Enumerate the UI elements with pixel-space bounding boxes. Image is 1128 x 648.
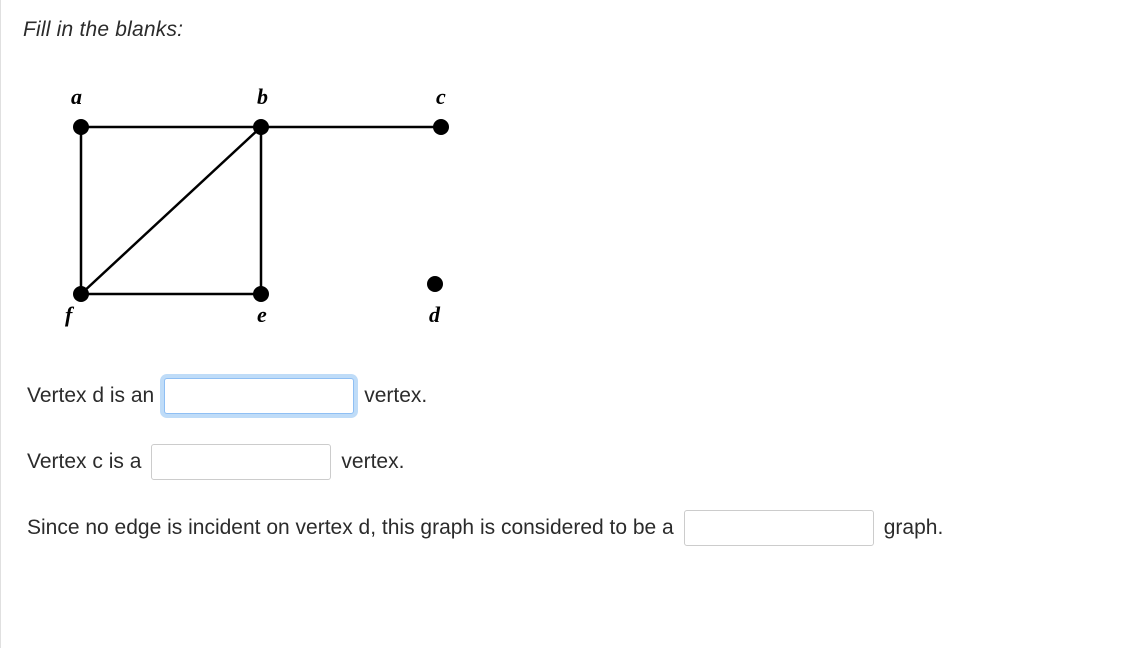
vertex-label-e: e [257, 302, 267, 327]
q2-pre-text: Vertex c is a [27, 450, 141, 474]
prompt-text: Fill in the blanks: [23, 18, 1128, 42]
vertex-d [427, 276, 443, 292]
vertex-label-f: f [65, 302, 75, 327]
vertex-a [73, 119, 89, 135]
edge-f-b [81, 127, 261, 294]
q3-pre-text: Since no edge is incident on vertex d, t… [27, 516, 674, 540]
graph-svg: a b c f e d [41, 82, 471, 332]
vertex-c [433, 119, 449, 135]
q2-answer-input[interactable] [151, 444, 331, 480]
q2-post-text: vertex. [341, 450, 404, 474]
q1-pre-text: Vertex d is an [27, 384, 154, 408]
q3-answer-input[interactable] [684, 510, 874, 546]
vertex-label-a: a [71, 84, 82, 109]
vertex-label-b: b [257, 84, 268, 109]
question-3-row: Since no edge is incident on vertex d, t… [27, 510, 1128, 546]
vertex-f [73, 286, 89, 302]
q1-answer-input[interactable] [164, 378, 354, 414]
graph-diagram: a b c f e d [41, 82, 1128, 332]
question-2-row: Vertex c is a vertex. [27, 444, 1128, 480]
question-1-row: Vertex d is an vertex. [27, 378, 1128, 414]
vertex-label-d: d [429, 302, 441, 327]
vertex-label-c: c [436, 84, 446, 109]
vertex-b [253, 119, 269, 135]
question-page: Fill in the blanks: a b c f e d Vertex d is a… [0, 0, 1128, 648]
q1-post-text: vertex. [364, 384, 427, 408]
vertex-e [253, 286, 269, 302]
q3-post-text: graph. [884, 516, 944, 540]
